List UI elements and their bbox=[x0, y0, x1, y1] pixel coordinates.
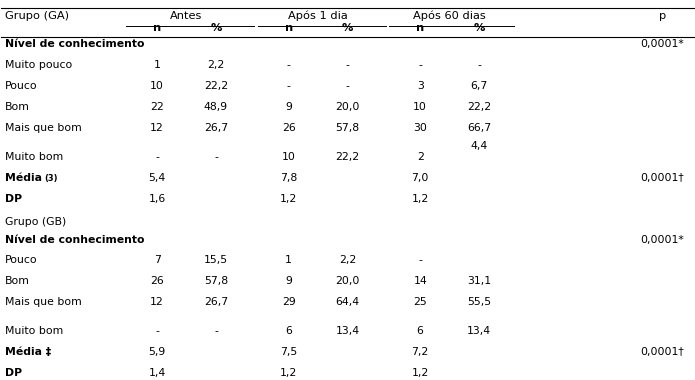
Text: 57,8: 57,8 bbox=[204, 276, 228, 286]
Text: 10: 10 bbox=[414, 102, 427, 112]
Text: 7,2: 7,2 bbox=[411, 347, 429, 357]
Text: Muito bom: Muito bom bbox=[5, 152, 63, 162]
Text: 12: 12 bbox=[150, 297, 164, 307]
Text: Muito bom: Muito bom bbox=[5, 326, 63, 336]
Text: -: - bbox=[418, 255, 422, 265]
Text: 9: 9 bbox=[285, 102, 292, 112]
Text: 1,2: 1,2 bbox=[411, 368, 429, 378]
Text: 7,5: 7,5 bbox=[280, 347, 297, 357]
Text: 2: 2 bbox=[417, 152, 424, 162]
Text: -: - bbox=[155, 326, 159, 336]
Text: (3): (3) bbox=[44, 174, 58, 183]
Text: 12: 12 bbox=[150, 123, 164, 133]
Text: 1,2: 1,2 bbox=[280, 368, 297, 378]
Text: Pouco: Pouco bbox=[5, 255, 38, 265]
Text: %: % bbox=[211, 24, 222, 33]
Text: 26: 26 bbox=[281, 123, 295, 133]
Text: Nível de conhecimento: Nível de conhecimento bbox=[5, 39, 145, 49]
Text: %: % bbox=[342, 24, 353, 33]
Text: 1: 1 bbox=[285, 255, 292, 265]
Text: 1,6: 1,6 bbox=[149, 194, 166, 204]
Text: Após 1 dia: Após 1 dia bbox=[288, 11, 348, 21]
Text: -: - bbox=[345, 81, 350, 91]
Text: 0,0001†: 0,0001† bbox=[641, 173, 685, 183]
Text: 1,2: 1,2 bbox=[280, 194, 297, 204]
Text: -: - bbox=[345, 60, 350, 70]
Text: 29: 29 bbox=[281, 297, 295, 307]
Text: Pouco: Pouco bbox=[5, 81, 38, 91]
Text: 6: 6 bbox=[285, 326, 292, 336]
Text: -: - bbox=[214, 152, 218, 162]
Text: 26,7: 26,7 bbox=[204, 123, 228, 133]
Text: 6,7: 6,7 bbox=[471, 81, 488, 91]
Text: 10: 10 bbox=[150, 81, 164, 91]
Text: 48,9: 48,9 bbox=[204, 102, 228, 112]
Text: 9: 9 bbox=[285, 276, 292, 286]
Text: 22,2: 22,2 bbox=[336, 152, 359, 162]
Text: 13,4: 13,4 bbox=[467, 326, 491, 336]
Text: Grupo (GA): Grupo (GA) bbox=[5, 11, 69, 21]
Text: 2,2: 2,2 bbox=[207, 60, 224, 70]
Text: n: n bbox=[416, 24, 425, 33]
Text: Muito pouco: Muito pouco bbox=[5, 60, 72, 70]
Text: 2,2: 2,2 bbox=[339, 255, 356, 265]
Text: 1,2: 1,2 bbox=[411, 194, 429, 204]
Text: 0,0001†: 0,0001† bbox=[641, 347, 685, 357]
Text: 26: 26 bbox=[150, 276, 164, 286]
Text: Grupo (GB): Grupo (GB) bbox=[5, 217, 66, 228]
Text: p: p bbox=[659, 11, 666, 21]
Text: 13,4: 13,4 bbox=[336, 326, 359, 336]
Text: 5,4: 5,4 bbox=[149, 173, 166, 183]
Text: Antes: Antes bbox=[170, 11, 203, 21]
Text: 57,8: 57,8 bbox=[336, 123, 359, 133]
Text: 6: 6 bbox=[417, 326, 424, 336]
Text: -: - bbox=[418, 60, 422, 70]
Text: Após 60 dias: Após 60 dias bbox=[414, 11, 486, 21]
Text: Mais que bom: Mais que bom bbox=[5, 297, 81, 307]
Text: Bom: Bom bbox=[5, 276, 30, 286]
Text: 0,0001*: 0,0001* bbox=[641, 235, 685, 245]
Text: %: % bbox=[473, 24, 484, 33]
Text: 7,0: 7,0 bbox=[411, 173, 429, 183]
Text: 14: 14 bbox=[414, 276, 427, 286]
Text: 66,7: 66,7 bbox=[467, 123, 491, 133]
Text: DP: DP bbox=[5, 368, 22, 378]
Text: 22,2: 22,2 bbox=[204, 81, 228, 91]
Text: 31,1: 31,1 bbox=[467, 276, 491, 286]
Text: 4,4: 4,4 bbox=[471, 141, 488, 151]
Text: 1,4: 1,4 bbox=[149, 368, 166, 378]
Text: Média ‡: Média ‡ bbox=[5, 347, 51, 357]
Text: 0,0001*: 0,0001* bbox=[641, 39, 685, 49]
Text: 25: 25 bbox=[414, 297, 427, 307]
Text: 7,8: 7,8 bbox=[280, 173, 297, 183]
Text: -: - bbox=[477, 60, 481, 70]
Text: n: n bbox=[284, 24, 293, 33]
Text: 10: 10 bbox=[281, 152, 295, 162]
Text: 64,4: 64,4 bbox=[336, 297, 359, 307]
Text: 22: 22 bbox=[150, 102, 164, 112]
Text: 7: 7 bbox=[154, 255, 161, 265]
Text: 1: 1 bbox=[154, 60, 161, 70]
Text: -: - bbox=[214, 326, 218, 336]
Text: 26,7: 26,7 bbox=[204, 297, 228, 307]
Text: 15,5: 15,5 bbox=[204, 255, 228, 265]
Text: 5,9: 5,9 bbox=[149, 347, 166, 357]
Text: 3: 3 bbox=[417, 81, 424, 91]
Text: -: - bbox=[155, 152, 159, 162]
Text: Bom: Bom bbox=[5, 102, 30, 112]
Text: 22,2: 22,2 bbox=[467, 102, 491, 112]
Text: 20,0: 20,0 bbox=[335, 102, 360, 112]
Text: Nível de conhecimento: Nível de conhecimento bbox=[5, 235, 145, 245]
Text: -: - bbox=[287, 81, 291, 91]
Text: 55,5: 55,5 bbox=[467, 297, 491, 307]
Text: Média: Média bbox=[5, 173, 42, 183]
Text: Mais que bom: Mais que bom bbox=[5, 123, 81, 133]
Text: -: - bbox=[287, 60, 291, 70]
Text: n: n bbox=[153, 24, 161, 33]
Text: DP: DP bbox=[5, 194, 22, 204]
Text: 20,0: 20,0 bbox=[335, 276, 360, 286]
Text: 30: 30 bbox=[414, 123, 427, 133]
